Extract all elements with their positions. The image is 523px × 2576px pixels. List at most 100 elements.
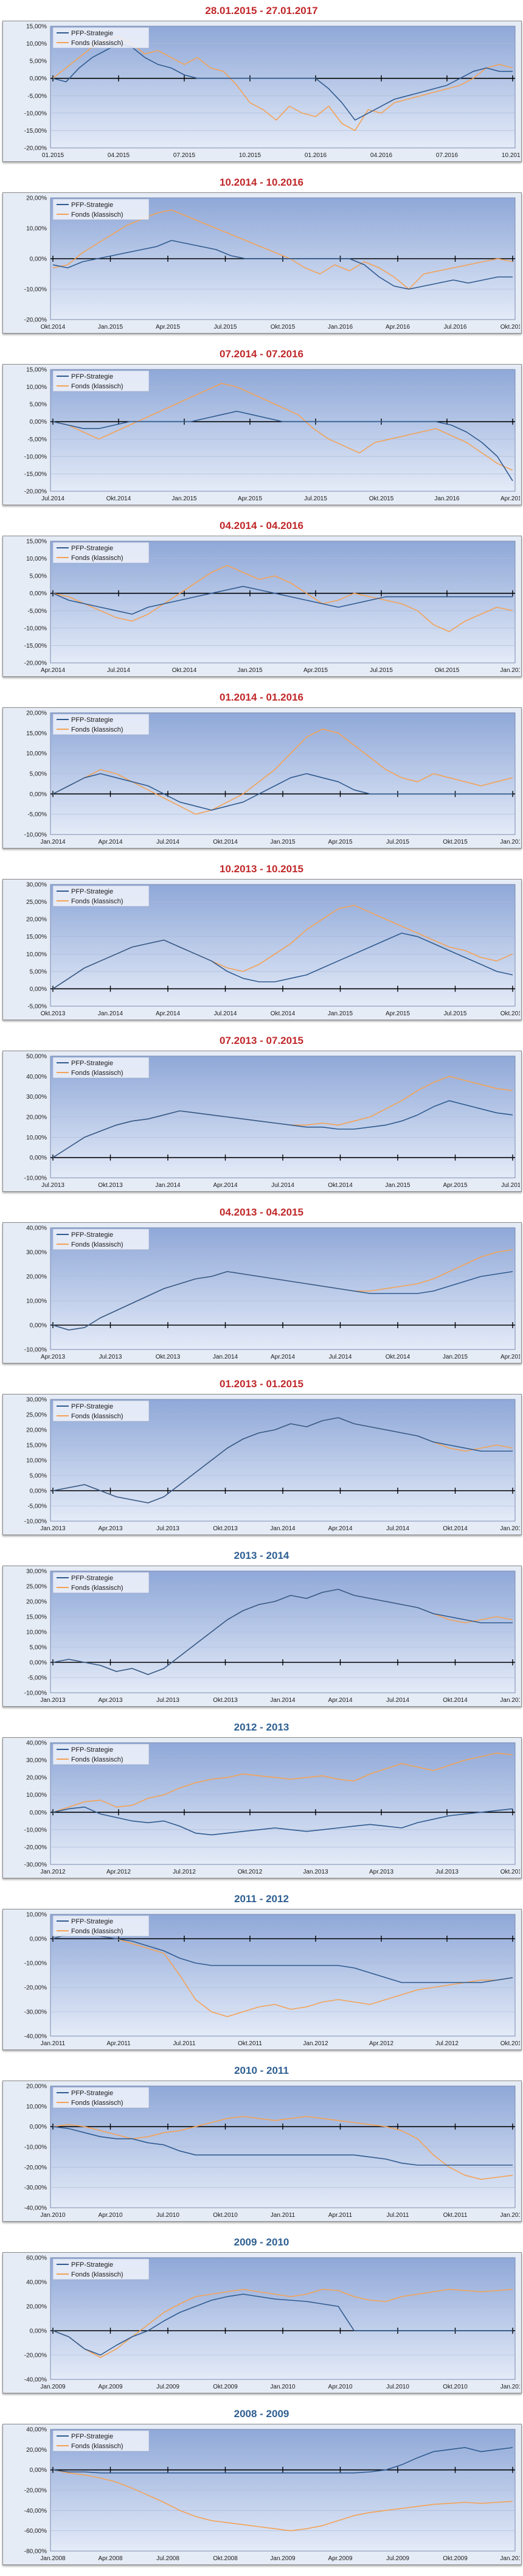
series-line-fund xyxy=(52,728,513,815)
x-tick-label: Jan.2015 xyxy=(500,1697,520,1704)
x-tick-label: Jul.2008 xyxy=(156,2555,179,2562)
line-chart: 30,00% 25,00% 20,00% 15,00% 10,00% 5,00% 0,00%… xyxy=(24,1569,520,1704)
legend-label-strategy: PFP-Strategie xyxy=(71,201,113,209)
x-tick-label: Apr.2015 xyxy=(443,1182,467,1189)
legend: PFP-Strategie Fonds (klassisch) xyxy=(52,198,150,220)
chart-panel: 28.01.2015 - 27.01.2017 15,00% 10,00% 5,00%… xyxy=(0,0,523,172)
chart-title: 2008 - 2009 xyxy=(234,2408,289,2420)
legend-box xyxy=(52,1228,150,1250)
x-tick-label: Okt.2016 xyxy=(500,324,520,331)
y-tick-label: 5,00% xyxy=(30,573,47,580)
y-tick-label: -10,00% xyxy=(24,832,47,839)
series-line-strategy xyxy=(52,2126,513,2166)
y-tick-label: 15,00% xyxy=(26,24,47,30)
legend: PFP-Strategie Fonds (klassisch) xyxy=(52,542,150,564)
y-tick-label: 25,00% xyxy=(26,1584,47,1591)
x-tick-label: Jul.2013 xyxy=(435,1869,459,1875)
x-tick-label: Apr.2015 xyxy=(328,839,352,845)
y-tick-label: 25,00% xyxy=(26,1412,47,1419)
legend-label-strategy: PFP-Strategie xyxy=(71,2261,113,2269)
x-tick-label: Okt.2015 xyxy=(369,495,394,502)
chart-panel: 2012 - 2013 40,00% 30,00% 20,00% 10,00% 0,00%… xyxy=(0,1717,523,1888)
x-tick-label: Okt.2013 xyxy=(156,1354,181,1360)
x-tick-label: Apr.2013 xyxy=(98,1525,122,1532)
legend-box xyxy=(52,542,150,564)
y-tick-label: 10,00% xyxy=(26,226,47,233)
x-tick-label: 04.2015 xyxy=(108,152,130,159)
x-tick-label: Jan.2015 xyxy=(237,667,263,674)
x-tick-label: Jan.2009 xyxy=(270,2555,296,2562)
legend-box xyxy=(52,1915,150,1937)
y-tick-label: 40,00% xyxy=(26,1074,47,1080)
y-tick-label: 10,00% xyxy=(26,384,47,391)
y-tick-label: 15,00% xyxy=(26,730,47,737)
x-tick-label: Jul.2015 xyxy=(214,324,237,331)
x-tick-label: Okt.2013 xyxy=(213,1697,238,1704)
y-tick-label: -10,00% xyxy=(24,1827,47,1833)
y-tick-label: 20,00% xyxy=(26,1775,47,1782)
series-line-strategy xyxy=(52,410,513,481)
chart-frame: 15,00% 10,00% 5,00% 0,00% -5,00% -10,00% -15,0… xyxy=(2,21,522,162)
chart-title: 2009 - 2010 xyxy=(234,2236,289,2248)
x-tick-label: Apr.2015 xyxy=(238,495,262,502)
series-line-fund xyxy=(52,2289,513,2358)
x-tick-label: Jul.2012 xyxy=(173,1869,196,1875)
x-tick-label: 04.2016 xyxy=(370,152,393,159)
y-tick-label: -20,00% xyxy=(24,660,47,667)
x-tick-label: Jul.2011 xyxy=(173,2040,196,2047)
legend-label-strategy: PFP-Strategie xyxy=(71,1746,113,1754)
y-tick-label: -20,00% xyxy=(24,2165,47,2171)
x-tick-label: Jul.2016 xyxy=(444,324,467,331)
series-line-fund xyxy=(52,383,513,471)
y-tick-label: -20,00% xyxy=(24,1844,47,1851)
line-chart: 15,00% 10,00% 5,00% 0,00% -5,00% -10,00% -15,0… xyxy=(24,539,520,674)
x-tick-label: Apr.2014 xyxy=(41,667,65,674)
y-tick-label: -10,00% xyxy=(24,287,47,293)
x-tick-label: Apr.2016 xyxy=(500,495,520,502)
y-tick-label: 30,00% xyxy=(26,1250,47,1256)
legend: PFP-Strategie Fonds (klassisch) xyxy=(52,713,150,735)
legend-box xyxy=(52,2258,150,2280)
legend-label-strategy: PFP-Strategie xyxy=(71,30,113,37)
y-tick-label: -10,00% xyxy=(24,1961,47,1967)
x-tick-label: Apr.2014 xyxy=(156,1010,180,1017)
y-tick-label: 15,00% xyxy=(26,367,47,374)
x-tick-label: Jul.2014 xyxy=(386,1697,409,1704)
legend-label-strategy: PFP-Strategie xyxy=(71,545,113,552)
legend-label-fund: Fonds (klassisch) xyxy=(71,211,123,219)
x-tick-label: Jul.2013 xyxy=(156,1525,179,1532)
line-chart: 50,00% 40,00% 30,00% 20,00% 10,00% 0,00% -10,0… xyxy=(24,1054,520,1189)
y-tick-label: 10,00% xyxy=(26,1629,47,1636)
legend-box xyxy=(52,2430,150,2452)
y-tick-label: 10,00% xyxy=(26,2104,47,2110)
x-tick-label: Jan.2015 xyxy=(500,1525,520,1532)
y-tick-label: -5,00% xyxy=(27,1004,47,1010)
y-tick-label: -40,00% xyxy=(24,2205,47,2212)
y-tick-label: 20,00% xyxy=(26,917,47,923)
y-tick-label: 20,00% xyxy=(26,710,47,717)
y-tick-label: 5,00% xyxy=(30,402,47,408)
chart-panel: 10.2013 - 10.2015 30,00% 25,00% 20,00% 15,00… xyxy=(0,858,523,1030)
x-tick-label: Okt.2013 xyxy=(500,1869,520,1875)
y-tick-label: 5,00% xyxy=(30,1473,47,1480)
y-tick-label: 20,00% xyxy=(26,2084,47,2090)
x-tick-label: Apr.2015 xyxy=(156,324,180,331)
series-line-strategy xyxy=(52,1589,513,1675)
x-tick-label: Apr.2014 xyxy=(98,839,122,845)
chart-title: 01.2014 - 01.2016 xyxy=(219,691,303,703)
legend-label-strategy: PFP-Strategie xyxy=(71,2433,113,2440)
x-tick-label: Okt.2014 xyxy=(41,324,66,331)
x-tick-label: Jan.2013 xyxy=(303,1869,328,1875)
y-tick-label: -30,00% xyxy=(24,1862,47,1869)
x-tick-label: Jan.2008 xyxy=(40,2555,66,2562)
line-chart: 10,00%0,00%-10,00%-20,00%-30,00%-40,00%J… xyxy=(24,1912,520,2048)
legend-label-strategy: PFP-Strategie xyxy=(71,1575,113,1582)
y-tick-label: 20,00% xyxy=(26,1599,47,1606)
legend-label-fund: Fonds (klassisch) xyxy=(71,1069,123,1077)
x-tick-label: Apr.2012 xyxy=(369,2040,393,2047)
y-tick-label: 20,00% xyxy=(26,1115,47,1121)
x-tick-label: Apr.2013 xyxy=(41,1354,65,1360)
x-tick-label: Jan.2014 xyxy=(98,1010,123,1017)
series-line-fund xyxy=(52,565,513,632)
x-tick-label: Apr.2015 xyxy=(500,1354,520,1360)
